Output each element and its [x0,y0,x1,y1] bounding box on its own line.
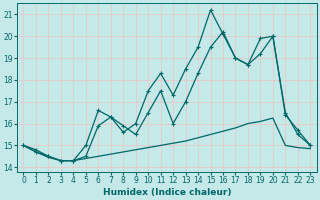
X-axis label: Humidex (Indice chaleur): Humidex (Indice chaleur) [103,188,231,197]
